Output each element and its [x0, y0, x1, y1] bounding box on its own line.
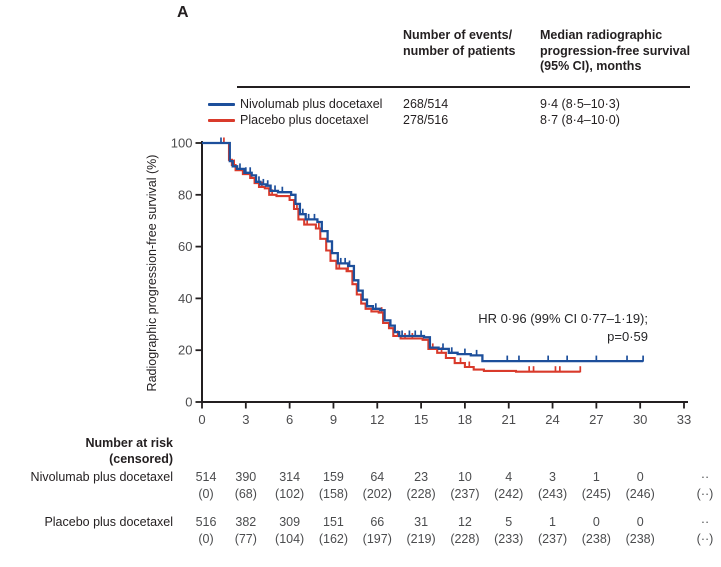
- risk-censored-value: (228): [406, 487, 436, 501]
- risk-at-risk-value: 516: [195, 515, 217, 529]
- risk-censored-value: (246): [625, 487, 655, 501]
- y-tick-label: 20: [178, 343, 192, 358]
- risk-censored-value: (245): [581, 487, 611, 501]
- risk-table-header: Number at risk (censored): [0, 436, 173, 467]
- x-tick-label: 24: [545, 412, 559, 427]
- risk-at-risk-value: 12: [457, 515, 472, 529]
- risk-censored-value: (243): [537, 487, 568, 501]
- risk-at-risk-value: 382: [235, 515, 257, 529]
- risk-at-risk-value: 64: [370, 470, 385, 484]
- x-tick-label: 6: [286, 412, 293, 427]
- legend-label-nivolumab: Nivolumab plus docetaxel: [240, 97, 383, 111]
- column-header-median: Median radiographic progression-free sur…: [540, 28, 691, 73]
- km-curve-placebo: [202, 141, 581, 373]
- x-tick-label: 9: [330, 412, 337, 427]
- risk-at-risk-value: 309: [279, 515, 301, 529]
- risk-at-risk-value: ··: [700, 470, 710, 484]
- header-rule: [237, 86, 690, 88]
- legend-events-nivolumab: 268/514: [403, 97, 449, 111]
- risk-at-risk-value: ··: [700, 515, 710, 529]
- risk-censored-value: (77): [234, 532, 257, 546]
- y-tick-label: 100: [171, 136, 193, 151]
- x-tick-label: 18: [458, 412, 472, 427]
- risk-censored-value: (68): [234, 487, 257, 501]
- panel-label: A: [177, 4, 189, 21]
- risk-at-risk-value: 23: [414, 470, 429, 484]
- risk-at-risk-value: 66: [370, 515, 385, 529]
- x-tick-label: 30: [633, 412, 647, 427]
- risk-row-label-nivolumab: Nivolumab plus docetaxel: [30, 470, 173, 484]
- legend-median-placebo: 8·7 (8·4–10·0): [540, 113, 620, 127]
- y-tick-label: 60: [178, 239, 192, 254]
- y-tick-label: 0: [185, 395, 192, 410]
- risk-censored-value: (158): [318, 487, 349, 501]
- x-tick-label: 33: [677, 412, 691, 427]
- risk-at-risk-value: 10: [457, 470, 472, 484]
- risk-row-label-placebo: Placebo plus docetaxel: [44, 515, 173, 529]
- x-tick-label: 3: [242, 412, 249, 427]
- x-tick-label: 0: [198, 412, 205, 427]
- legend-swatch-placebo: [208, 119, 235, 122]
- risk-at-risk-value: 0: [636, 470, 644, 484]
- risk-censored-value: (··): [696, 487, 714, 501]
- risk-censored-value: (··): [696, 532, 714, 546]
- risk-censored-value: (202): [362, 487, 392, 501]
- hr-annotation-line2: p=0·59: [607, 328, 648, 344]
- legend-median-nivolumab: 9·4 (8·5–10·3): [540, 97, 620, 111]
- x-tick-label: 15: [414, 412, 428, 427]
- risk-at-risk-value: 3: [549, 470, 557, 484]
- hr-annotation: HR 0·96 (99% CI 0·77–1·19); p=0·59: [478, 310, 648, 345]
- risk-censored-value: (104): [275, 532, 305, 546]
- x-tick-label: 27: [589, 412, 603, 427]
- risk-at-risk-value: 5: [505, 515, 513, 529]
- risk-at-risk-value: 159: [323, 470, 344, 484]
- risk-censored-value: (0): [198, 487, 214, 501]
- risk-at-risk-value: 4: [505, 470, 513, 484]
- risk-at-risk-value: 390: [235, 470, 257, 484]
- risk-at-risk-value: 0: [592, 515, 600, 529]
- risk-at-risk-value: 1: [549, 515, 557, 529]
- x-tick-label: 12: [370, 412, 384, 427]
- legend-label-placebo: Placebo plus docetaxel: [240, 113, 369, 127]
- risk-at-risk-value: 0: [636, 515, 644, 529]
- risk-censored-value: (238): [625, 532, 655, 546]
- x-tick-label: 21: [501, 412, 515, 427]
- risk-at-risk-value: 31: [414, 515, 429, 529]
- risk-censored-value: (228): [450, 532, 480, 546]
- risk-censored-value: (197): [362, 532, 392, 546]
- y-tick-label: 40: [178, 291, 192, 306]
- risk-censored-value: (237): [537, 532, 568, 546]
- km-curve-nivolumab: [202, 141, 644, 363]
- risk-censored-value: (162): [318, 532, 349, 546]
- y-tick-label: 80: [178, 187, 192, 202]
- risk-censored-value: (233): [494, 532, 524, 546]
- risk-censored-value: (242): [494, 487, 524, 501]
- risk-at-risk-value: 314: [279, 470, 301, 484]
- risk-censored-value: (102): [275, 487, 305, 501]
- risk-at-risk-value: 1: [592, 470, 600, 484]
- risk-table-header-line1: Number at risk: [85, 436, 173, 450]
- legend-events-placebo: 278/516: [403, 113, 449, 127]
- risk-at-risk-value: 151: [323, 515, 344, 529]
- risk-censored-value: (219): [406, 532, 436, 546]
- risk-at-risk-value: 514: [195, 470, 217, 484]
- column-header-events: Number of events/ number of patients: [403, 28, 516, 58]
- risk-table-header-line2: (censored): [109, 451, 173, 466]
- risk-censored-value: (237): [450, 487, 480, 501]
- legend-swatch-nivolumab: [208, 103, 235, 106]
- risk-censored-value: (238): [581, 532, 611, 546]
- hr-annotation-line1: HR 0·96 (99% CI 0·77–1·19);: [478, 311, 648, 326]
- risk-censored-value: (0): [198, 532, 214, 546]
